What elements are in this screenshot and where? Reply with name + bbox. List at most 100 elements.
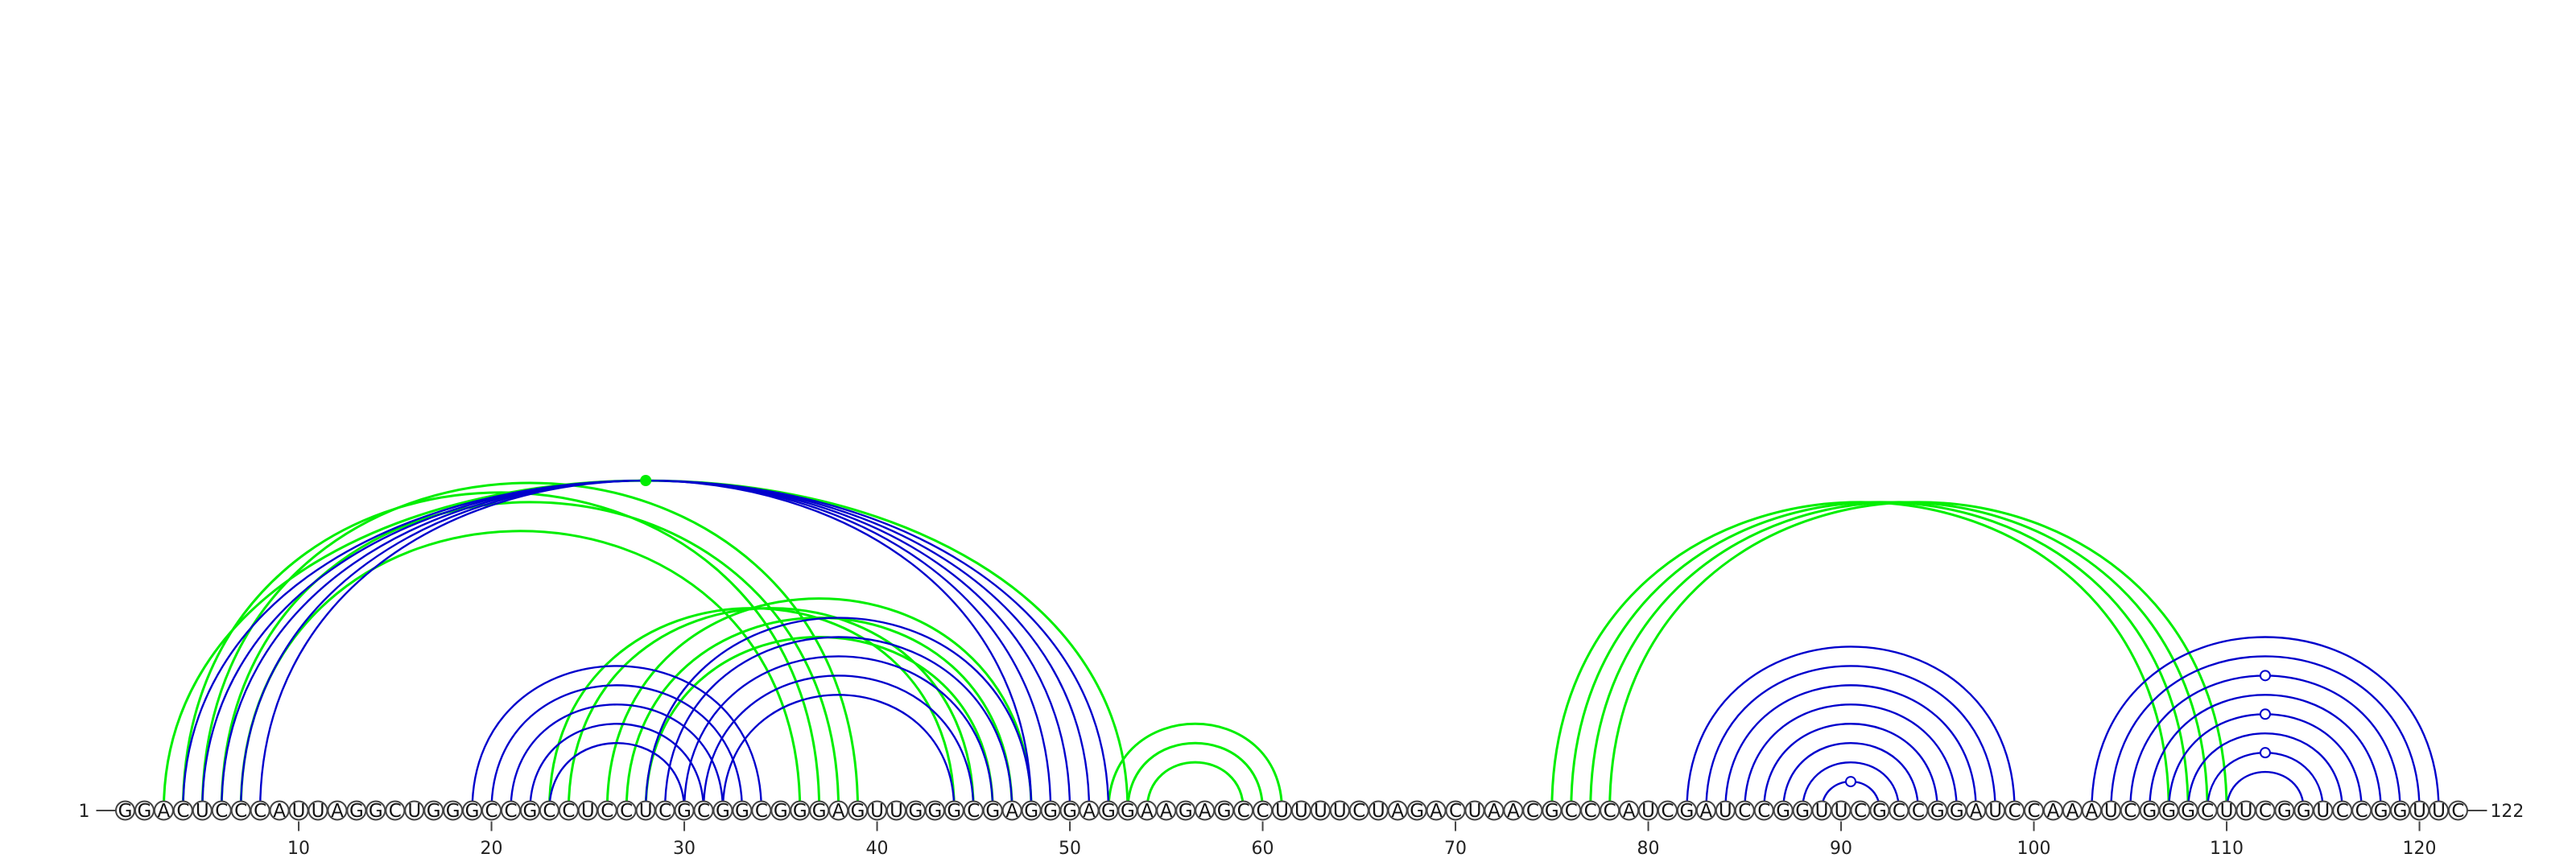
- blue-arc-103-121: [2091, 636, 2440, 811]
- base-14: G: [365, 800, 386, 822]
- base-76: C: [1561, 800, 1582, 822]
- base-letter: A: [1005, 801, 1018, 822]
- base-44: G: [943, 800, 964, 822]
- end-label: 122: [2490, 802, 2524, 822]
- base-letter: U: [1294, 801, 1308, 822]
- base-letter: C: [2124, 801, 2136, 822]
- base-50: G: [1059, 800, 1080, 822]
- base-letter: C: [2451, 801, 2464, 822]
- base-89: U: [1811, 800, 1832, 822]
- blue-arc-108-116: [2186, 732, 2343, 811]
- base-letter: C: [1604, 801, 1616, 822]
- blue-arc-30-46: [683, 655, 994, 811]
- base-2: G: [134, 800, 155, 822]
- base-letter: G: [735, 801, 749, 822]
- base-65: C: [1348, 800, 1369, 822]
- base-letter: U: [1314, 801, 1327, 822]
- blue-arc-83-98: [1705, 665, 1996, 811]
- base-letter: G: [138, 801, 152, 822]
- base-102: A: [2062, 800, 2083, 822]
- base-63: U: [1310, 800, 1331, 822]
- base-54: A: [1137, 800, 1158, 822]
- base-6: C: [211, 800, 232, 822]
- base-letter: C: [967, 801, 980, 822]
- base-letter: G: [118, 801, 133, 822]
- base-letter: U: [292, 801, 306, 822]
- base-85: C: [1734, 800, 1755, 822]
- base-52: G: [1098, 800, 1119, 822]
- base-27: C: [616, 800, 637, 822]
- base-letter: G: [2181, 801, 2195, 822]
- base-13: G: [346, 800, 367, 822]
- base-letter: A: [1391, 801, 1404, 822]
- base-45: C: [963, 800, 984, 822]
- base-letter: G: [909, 801, 923, 822]
- base-40: U: [867, 800, 888, 822]
- base-58: G: [1214, 800, 1235, 822]
- tick-label-50: 50: [1059, 839, 1081, 858]
- base-letter: C: [1526, 801, 1539, 822]
- base-letter: A: [832, 801, 845, 822]
- base-letter: G: [1121, 801, 1135, 822]
- base-letter: C: [562, 801, 575, 822]
- base-letter: C: [2008, 801, 2021, 822]
- base-24: C: [558, 800, 579, 822]
- base-letter: C: [658, 801, 671, 822]
- base-87: G: [1773, 800, 1794, 822]
- base-letter: U: [1719, 801, 1732, 822]
- base-letter: G: [446, 801, 460, 822]
- blue-arc-29-47: [663, 636, 1013, 811]
- green-arc-54-59: [1146, 761, 1245, 811]
- base-letter: C: [485, 801, 498, 822]
- base-26: C: [597, 800, 617, 822]
- base-letter: C: [1449, 801, 1462, 822]
- base-letter: U: [2240, 801, 2253, 822]
- blue-arc-28-48: [644, 617, 1033, 811]
- base-48: G: [1021, 800, 1042, 822]
- base-28: U: [635, 800, 656, 822]
- base-38: A: [828, 800, 849, 822]
- base-letter: C: [1893, 801, 1905, 822]
- base-60: C: [1253, 800, 1274, 822]
- base-letter: C: [2259, 801, 2272, 822]
- base-121: U: [2429, 800, 2449, 822]
- base-letter: U: [1468, 801, 1482, 822]
- base-69: A: [1426, 800, 1447, 822]
- blue-arc-84-97: [1724, 684, 1977, 811]
- base-97: A: [1966, 800, 1987, 822]
- base-105: C: [2120, 800, 2140, 822]
- blue-circle-marker: [2259, 708, 2271, 720]
- blue-arc-21-32: [510, 703, 724, 811]
- base-letter: A: [331, 801, 344, 822]
- base-letter: G: [1545, 801, 1559, 822]
- base-41: U: [886, 800, 906, 822]
- base-73: A: [1503, 800, 1524, 822]
- base-letter: G: [1179, 801, 1193, 822]
- base-letter: U: [1815, 801, 1829, 822]
- base-17: G: [423, 800, 444, 822]
- base-115: U: [2313, 800, 2334, 822]
- blue-arc-87-94: [1782, 741, 1920, 811]
- base-81: C: [1657, 800, 1678, 822]
- base-letter: U: [581, 801, 595, 822]
- base-118: G: [2371, 800, 2392, 822]
- base-59: C: [1233, 800, 1254, 822]
- base-8: C: [250, 800, 270, 822]
- base-101: A: [2043, 800, 2063, 822]
- base-letter: U: [1275, 801, 1289, 822]
- base-106: G: [2139, 800, 2160, 822]
- base-120: U: [2409, 800, 2430, 822]
- base-letter: C: [1738, 801, 1751, 822]
- base-letter: G: [465, 801, 480, 822]
- start-label: 1: [79, 802, 90, 822]
- base-31: C: [693, 800, 714, 822]
- base-80: U: [1638, 800, 1659, 822]
- position-ticks: 10 20 30 40 50 60 70 80 90 100 110 120: [287, 821, 2437, 858]
- base-letter: G: [369, 801, 383, 822]
- base-letter: G: [1063, 801, 1077, 822]
- base-letter: C: [755, 801, 768, 822]
- base-letter: G: [1872, 801, 1887, 822]
- base-letter: U: [2413, 801, 2426, 822]
- base-letter: A: [2047, 801, 2060, 822]
